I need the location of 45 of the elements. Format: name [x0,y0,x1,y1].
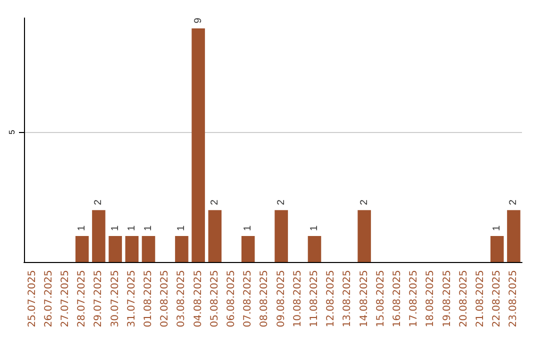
data-label: 1 [143,225,154,232]
x-tick-label: 01.08.2025 [143,270,154,328]
x-tick-label: 23.08.2025 [508,270,520,328]
data-label: 1 [492,225,503,232]
x-tick-label: 15.08.2025 [375,270,386,328]
x-tick-label: 06.08.2025 [226,270,237,328]
x-tick-label: 13.08.2025 [342,270,354,328]
x-tick-label: 12.08.2025 [326,270,337,328]
data-label: 2 [209,199,220,206]
data-label: 1 [309,225,320,232]
x-tick-label: 29.07.2025 [93,270,104,328]
data-label: 2 [508,199,520,206]
x-tick-label: 19.08.2025 [442,270,453,328]
y-tick-label: 5 [8,129,16,134]
x-tick-label: 04.08.2025 [192,270,204,328]
x-tick-label: 21.08.2025 [475,270,486,328]
x-tick-label: 25.07.2025 [26,270,38,328]
data-label: 1 [126,225,138,232]
data-label: 2 [93,199,104,206]
data-label: 2 [276,199,287,206]
data-label: 2 [358,199,370,206]
x-tick-label: 10.08.2025 [292,270,304,328]
x-tick-label: 18.08.2025 [425,270,436,328]
x-tick-label: 08.08.2025 [259,270,270,328]
x-tick-label: 14.08.2025 [358,270,370,328]
data-label: 9 [192,17,204,24]
x-tick-label: 09.08.2025 [276,270,287,328]
x-tick-label: 16.08.2025 [392,270,403,328]
x-tick-label: 27.07.2025 [60,270,71,328]
x-tick-label: 17.08.2025 [408,270,420,328]
data-label: 1 [76,225,88,232]
x-tick-label: 05.08.2025 [209,270,220,328]
x-tick-label: 31.07.2025 [126,270,138,328]
x-tick-label: 02.08.2025 [160,270,171,328]
x-tick-label: 11.08.2025 [309,270,320,328]
x-tick-label: 28.07.2025 [76,270,88,328]
x-tick-label: 22.08.2025 [492,270,503,328]
data-label: 1 [242,225,254,232]
data-label: 1 [176,225,188,232]
x-tick-label: 26.07.2025 [43,270,54,328]
x-tick-label: 07.08.2025 [242,270,254,328]
data-label: 1 [110,225,121,232]
x-tick-label: 20.08.2025 [458,270,470,328]
x-tick-label: 30.07.2025 [110,270,121,328]
x-tick-label: 03.08.2025 [176,270,188,328]
